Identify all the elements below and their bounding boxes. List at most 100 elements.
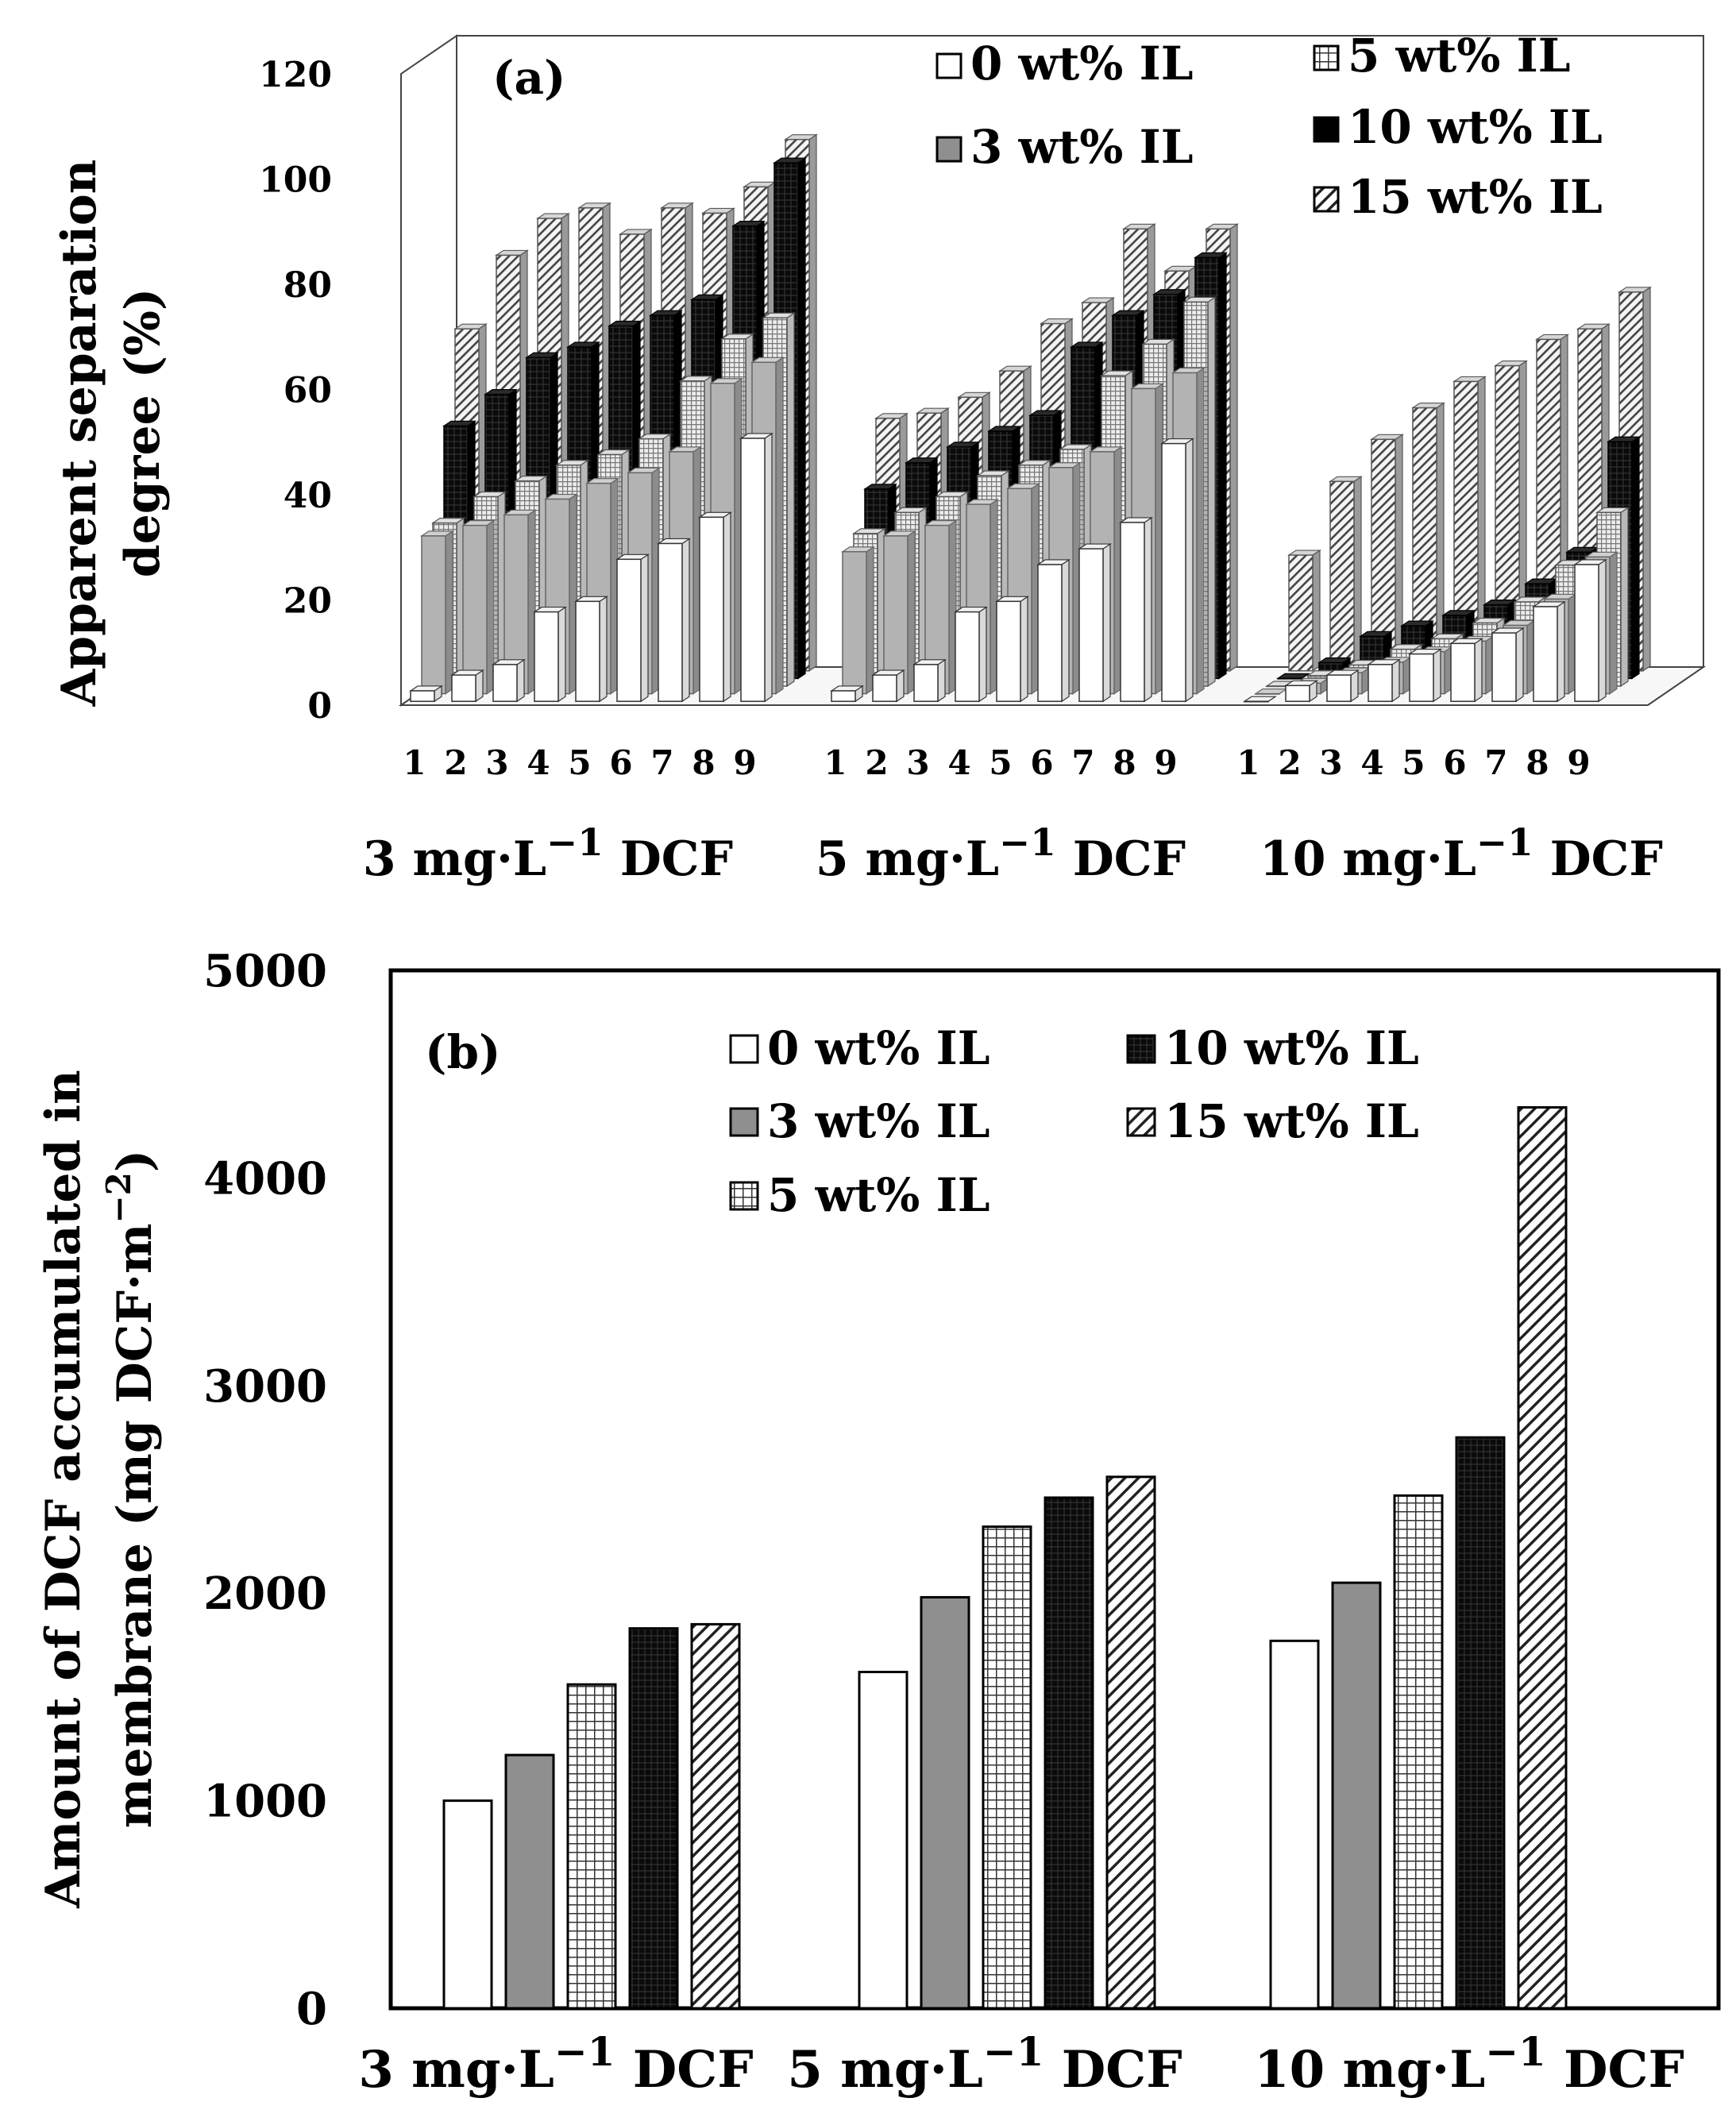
panel-a-bar-3-wt-il-g2-2-front [883,535,909,695]
panel-a-group-label-2-value: 5 [816,831,866,887]
panel-b-y-axis-title-line2: membrane (mg DCF·m−2) [99,1150,163,1829]
panel-a-bar-0-wt-il-g2-3-side [937,658,946,703]
panel-a-bar-0-wt-il-g2-1 [830,685,864,703]
panel-a-group-label-3-unit: mg·L [1342,831,1476,887]
panel-a-label: (a) [492,51,565,105]
panel-a-legend-0-wt-il-label: 0 wt% IL [970,37,1193,91]
panel-a-bar-10-wt-il-g1-9-side [797,157,806,680]
panel-a-bar-0-wt-il-g2-4-side [978,606,987,703]
panel-a-bar-15-wt-il-g1-9-side [808,133,817,672]
panel-a-group-label-2-exponent: −1 [999,821,1056,865]
panel-b-legend-3-wt-il-swatch [729,1107,759,1137]
panel-a-x-tick-g2-7: 7 [1071,743,1094,782]
panel-a-bar-0-wt-il-g2-9 [1160,438,1194,703]
panel-b-y-tick-1000: 1000 [203,1776,327,1828]
panel-a-legend-5-wt-il: 5 wt% IL [1313,29,1570,83]
panel-a-x-tick-g1-3: 3 [485,743,508,782]
panel-a-group-labels: 3 mg·L−1 DCF 5 mg·L−1 DCF 10 mg·L−1 DCF [363,821,1663,887]
panel-a-bar-15-wt-il-g2-9-side [1229,223,1238,672]
panel-a-bar-0-wt-il-g1-5-side [599,596,608,703]
panel-a-bar-15-wt-il-g3-1-front [1288,554,1314,672]
panel-b-bar-15-wt-il-3mg [690,1622,741,2010]
panel-a-y-axis-title-line1: Apparent separation [52,160,107,708]
panel-a-bar-15-wt-il-g3-2-front [1329,480,1355,672]
panel-a-x-tick-g2-6: 6 [1030,743,1053,782]
panel-b-bar-5-wt-il-5mg [982,1525,1032,2010]
panel-b-y-tick-0: 0 [296,1983,327,2035]
panel-a-y-tick-100: 100 [259,160,332,201]
panel-a-bar-0-wt-il-g1-2 [450,669,484,703]
panel-b-legend-15-wt-il-label: 15 wt% IL [1164,1094,1419,1148]
panel-a-group-label-1: 3 mg·L−1 DCF [363,821,733,887]
panel-a-bar-0-wt-il-g1-1 [409,685,443,703]
panel-b-legend-15-wt-il-swatch [1126,1107,1156,1137]
panel-b-legend-3-wt-il-label: 3 wt% IL [767,1094,990,1148]
panel-b-legend-5-wt-il-swatch [729,1181,759,1211]
panel-a-bar-0-wt-il-g3-9-front [1574,564,1599,702]
panel-a-legend-15-wt-il-label: 15 wt% IL [1348,170,1603,224]
panel-b-bar-0-wt-il-3mg [442,1799,493,2010]
panel-a-bar-0-wt-il-g1-5 [574,596,608,703]
panel-b-group-label-2-unit: mg·L [840,2040,983,2100]
panel-b-group-label-3: 10 mg·L−1 DCF [1254,2028,1684,2100]
panel-a-bar-0-wt-il-g2-6-side [1061,558,1070,703]
panel-a-x-tick-g3-3: 3 [1319,743,1342,782]
panel-b-bar-10-wt-il-3mg [628,1627,679,2010]
panel-b-legend-0-wt-il-label: 0 wt% IL [767,1021,990,1075]
panel-a-bar-0-wt-il-g2-8 [1119,516,1153,703]
panel-a-y-tick-0: 0 [307,686,332,727]
panel-a-bar-3-wt-il-g2-1 [841,546,875,695]
panel-b-bar-0-wt-il-10mg [1269,1639,1320,2010]
panel-b-bar-0-wt-il-5mg [858,1671,909,2010]
panel-a-bars [409,133,1652,703]
panel-a-x-tick-g1-6: 6 [609,743,632,782]
panel-a-y-tick-60: 60 [284,371,332,411]
panel-a-x-tick-g2-3: 3 [906,743,929,782]
panel-a-bar-0-wt-il-g1-7 [657,538,691,703]
panel-a-bar-0-wt-il-g3-4-front [1368,664,1393,702]
panel-a-legend-3-wt-il: 3 wt% IL [936,120,1193,174]
panel-a-x-tick-g3-1: 1 [1236,743,1260,782]
panel-a: 0 20 40 60 80 100 120 Apparent separation degr… [52,29,1707,887]
panel-a-bar-0-wt-il-g2-9-side [1185,438,1194,703]
panel-a-bar-0-wt-il-g1-6-side [640,553,649,703]
panel-a-bar-0-wt-il-g3-2 [1284,680,1318,703]
panel-a-bar-0-wt-il-g2-3 [912,658,947,703]
panel-a-x-tick-g2-9: 9 [1154,743,1177,782]
panel-b-bar-5-wt-il-10mg [1393,1494,1444,2010]
panel-b: 0 1000 2000 3000 4000 5000 Amount of DCF accu… [36,945,1721,2100]
panel-a-bar-0-wt-il-g3-8-front [1533,606,1558,702]
panel-a-x-tick-g3-5: 5 [1402,743,1425,782]
panel-a-bar-0-wt-il-g3-4 [1367,658,1401,703]
panel-b-legend-0-wt-il: 0 wt% IL [729,1021,990,1075]
panel-b-label: (b) [425,1025,500,1079]
panel-a-bar-15-wt-il-g3-1 [1287,549,1321,672]
panel-a-group-label-1-exponent: −1 [546,821,604,865]
panel-a-bar-3-wt-il-g1-1-front [421,535,446,695]
panel-b-bar-3-wt-il-10mg [1331,1581,1382,2010]
panel-b-legend-5-wt-il: 5 wt% IL [729,1168,990,1222]
panel-b-y-tick-2000: 2000 [203,1568,327,1620]
panel-b-group-label-3-value: 10 [1254,2040,1342,2100]
panel-a-x-tick-g2-2: 2 [865,743,888,782]
panel-a-x-tick-g3-8: 8 [1526,743,1549,782]
panel-a-group-label-1-value: 3 [363,831,413,887]
panel-a-group-label-2-suffix: DCF [1056,831,1186,887]
panel-a-bar-0-wt-il-g3-6-side [1474,638,1483,703]
panel-a-bar-0-wt-il-g3-3 [1325,669,1360,703]
panel-b-group-label-3-exponent: −1 [1485,2028,1546,2075]
panel-b-group-label-3-unit: mg·L [1342,2040,1485,2100]
panel-b-group-label-3-suffix: DCF [1546,2040,1684,2100]
panel-a-bar-3-wt-il-g1-2 [461,519,496,695]
panel-a-bar-0-wt-il-g1-9 [739,432,773,703]
panel-a-bar-10-wt-il-g3-1 [1276,673,1310,680]
panel-b-bar-10-wt-il-5mg [1044,1496,1094,2010]
panel-a-x-tick-g1-1: 1 [403,743,426,782]
panel-a-x-tick-g2-5: 5 [989,743,1012,782]
panel-b-bars [442,1106,1568,2010]
panel-a-y-tick-120: 120 [259,55,332,95]
panel-b-group-label-1-suffix: DCF [615,2040,753,2100]
panel-a-bar-0-wt-il-g2-8-side [1144,516,1152,703]
panel-a-bar-0-wt-il-g3-4-side [1391,658,1400,703]
panel-a-legend-5-wt-il-swatch [1313,44,1340,71]
